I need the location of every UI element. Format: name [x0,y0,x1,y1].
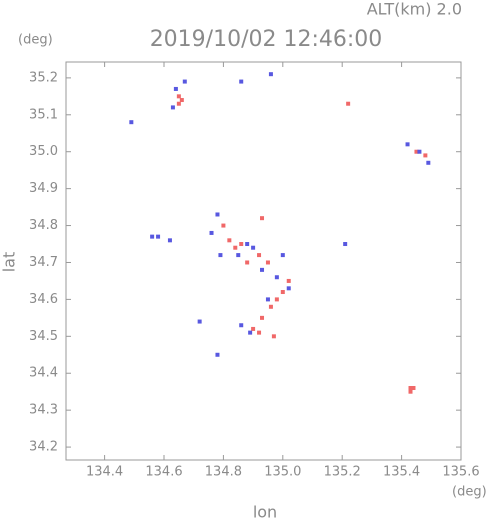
point [167,238,172,243]
point [271,334,276,339]
point [173,86,178,91]
x-tick-label: 135.2 [324,465,361,480]
y-tick-label: 34.6 [29,292,58,307]
point [280,290,285,295]
x-tick-label: 134.8 [205,465,242,480]
point [408,386,413,391]
point [417,149,422,154]
point [218,253,223,258]
point [129,120,134,125]
point [286,286,291,291]
y-tick-label: 34.7 [29,255,58,270]
point [197,319,202,324]
point [408,389,413,394]
x-unit: (deg) [452,485,487,500]
chart-title: 2019/10/02 12:46:00 [150,27,383,52]
x-tick-label: 134.6 [145,465,182,480]
y-tick-label: 34.2 [29,440,58,455]
point [209,230,214,235]
point [274,275,279,280]
y-tick-label: 34.9 [29,181,58,196]
point [239,242,244,247]
point [176,101,181,106]
x-tick-label: 134.4 [86,465,123,480]
point [414,149,419,154]
point [239,323,244,328]
x-tick-label: 135.6 [442,465,479,480]
point [405,142,410,147]
x-tick-label: 135.0 [264,465,301,480]
point [260,267,265,272]
point [233,245,238,250]
altitude-label: ALT(km) 2.0 [367,0,462,19]
point [280,253,285,258]
y-tick-label: 34.8 [29,218,58,233]
point [248,330,253,335]
point [179,98,184,103]
point [346,101,351,106]
point [268,72,273,77]
point [411,386,416,391]
point [251,245,256,250]
y-unit: (deg) [18,33,53,48]
x-tick-label: 135.4 [383,465,420,480]
point [265,260,270,265]
point [274,297,279,302]
point [215,212,220,217]
point [265,297,270,302]
point [343,242,348,247]
y-tick-label: 35.2 [29,70,58,85]
point [251,326,256,331]
point [260,315,265,320]
point [182,79,187,84]
point [150,234,155,239]
point [426,160,431,165]
point [176,94,181,99]
point [260,216,265,221]
point [423,153,428,158]
x-axis-label: lon [253,503,277,521]
point [245,242,250,247]
y-tick-label: 34.3 [29,403,58,418]
y-tick-label: 34.5 [29,329,58,344]
y-tick-label: 34.4 [29,366,58,381]
point [236,253,241,258]
y-tick-label: 35.0 [29,144,58,159]
point [257,330,262,335]
point [239,79,244,84]
point [286,278,291,283]
point [257,253,262,258]
point [221,223,226,228]
point [227,238,232,243]
point [245,260,250,265]
point [268,304,273,309]
y-axis-label: lat [0,252,19,273]
point [156,234,161,239]
plot-frame [65,61,462,461]
point [215,352,220,357]
point [170,105,175,110]
y-tick-label: 35.1 [29,107,58,122]
